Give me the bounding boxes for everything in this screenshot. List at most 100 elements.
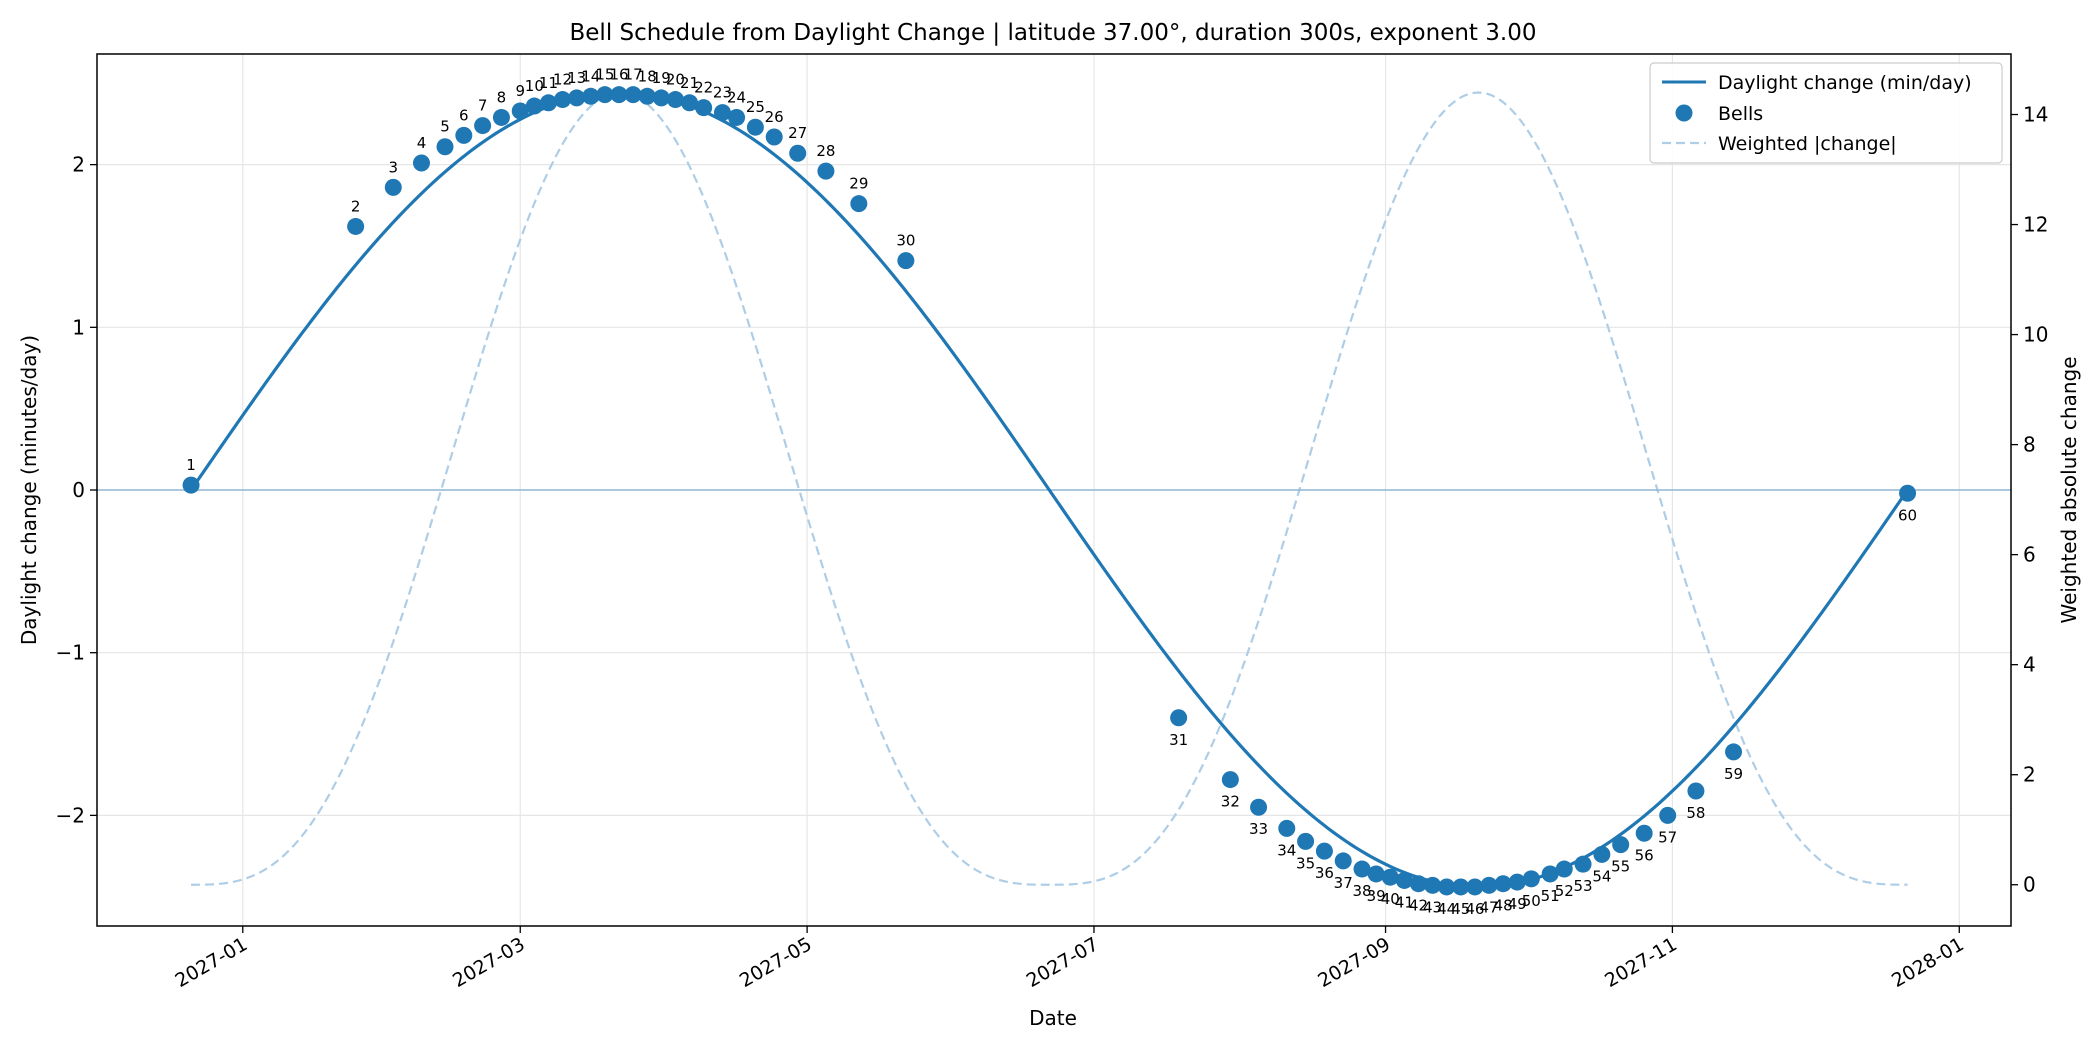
bell-label: 44 [1437,900,1456,918]
bell-label: 30 [896,232,915,250]
bell-label: 43 [1423,898,1442,916]
bell-point [1480,876,1498,894]
bell-label: 40 [1381,890,1400,908]
right-axis-label: Weighted absolute change [2057,357,2081,624]
bell-point [182,476,200,494]
bell-point [412,154,430,172]
bell-point [1424,876,1442,894]
bell-label: 35 [1296,854,1315,872]
bell-point [1438,878,1456,896]
right-tick-label: 10 [2023,323,2048,347]
bell-label: 60 [1898,506,1917,524]
bell-point [817,162,835,180]
bell-label: 1 [186,456,196,474]
bell-label: 17 [624,66,643,84]
bell-point [624,86,642,104]
bell-label: 20 [666,71,685,89]
bell-label: 37 [1334,874,1353,892]
bell-point [474,117,492,135]
bell-point [1315,842,1333,860]
bell-point [1221,771,1239,789]
right-tick-label: 4 [2023,653,2036,677]
right-tick-label: 8 [2023,433,2036,457]
bell-label: 46 [1465,900,1484,918]
bell-point [1334,852,1352,870]
bell-point [1687,782,1705,800]
y-axis-label: Daylight change (minutes/day) [17,335,41,645]
bell-point [1395,871,1413,889]
bell-label: 41 [1395,893,1414,911]
bell-label: 29 [849,175,868,193]
bell-point [1508,873,1526,891]
bell-point [746,118,764,136]
y-axis-ticks: −2 −1 0 1 2 [56,153,97,827]
bell-label: 33 [1249,820,1268,838]
bell-point [1466,878,1484,896]
bell-point [511,102,529,120]
bell-label: 9 [515,82,525,100]
bell-label: 16 [609,66,628,84]
bell-point [666,91,684,109]
right-tick-label: 0 [2023,873,2036,897]
bell-point [568,89,586,107]
bell-label: 54 [1592,867,1611,885]
bell-label: 50 [1522,892,1541,910]
bell-label: 5 [440,118,450,136]
bell-point [610,86,628,104]
right-tick-label: 6 [2023,543,2036,567]
bell-label: 57 [1658,828,1677,846]
bell-point [1494,875,1512,893]
right-tick-label: 14 [2023,103,2048,127]
right-tick-label: 2 [2023,763,2036,787]
daylight-series-layer [189,91,1909,889]
bell-point [1522,870,1540,888]
bell-label: 28 [816,142,835,160]
bell-point [681,94,699,112]
bell-label: 59 [1724,765,1743,783]
bell-label: 24 [727,88,746,106]
legend-marker-swatch [1675,104,1693,122]
legend: Daylight change (min/day) Bells Weighted… [1649,62,2003,164]
bell-label: 14 [581,67,600,85]
bell-label: 45 [1451,900,1470,918]
bell-point [1574,855,1592,873]
bell-label: 32 [1221,793,1240,811]
bell-label: 42 [1409,897,1428,915]
bell-point [582,87,600,105]
bell-point [1635,824,1653,842]
bell-label: 15 [595,66,614,84]
bell-label: 12 [553,71,572,89]
chart-title: Bell Schedule from Daylight Change | lat… [570,20,1537,46]
bell-label: 52 [1555,882,1574,900]
bell-point [713,104,731,122]
bells-layer [182,86,1917,896]
weighted-series-layer [191,91,1908,886]
legend-label-weighted: Weighted |change| [1718,133,1897,155]
bell-label: 2 [351,197,361,215]
bell-point [1250,798,1268,816]
bell-label: 25 [746,98,765,116]
right-tick-label: 12 [2023,213,2048,237]
bell-label: 27 [788,124,807,142]
bell-point [652,89,670,107]
bell-point [1452,878,1470,896]
bell-point [1297,832,1315,850]
bell-label: 39 [1367,887,1386,905]
bell-label: 58 [1686,804,1705,822]
bell-label: 31 [1169,731,1188,749]
bell-label: 47 [1479,898,1498,916]
weighted-change-line [191,91,1908,886]
x-axis-label: Date [1029,1006,1077,1030]
bell-point [554,91,572,109]
bell-point [728,108,746,126]
bell-label: 56 [1635,846,1654,864]
y-tick-label: 2 [72,153,85,177]
bell-label: 48 [1494,897,1513,915]
bell-label: 49 [1508,895,1527,913]
legend-label-daylight: Daylight change (min/day) [1718,72,1972,94]
bell-label: 21 [680,74,699,92]
bell-point [1170,709,1188,727]
bell-point [1381,868,1399,886]
